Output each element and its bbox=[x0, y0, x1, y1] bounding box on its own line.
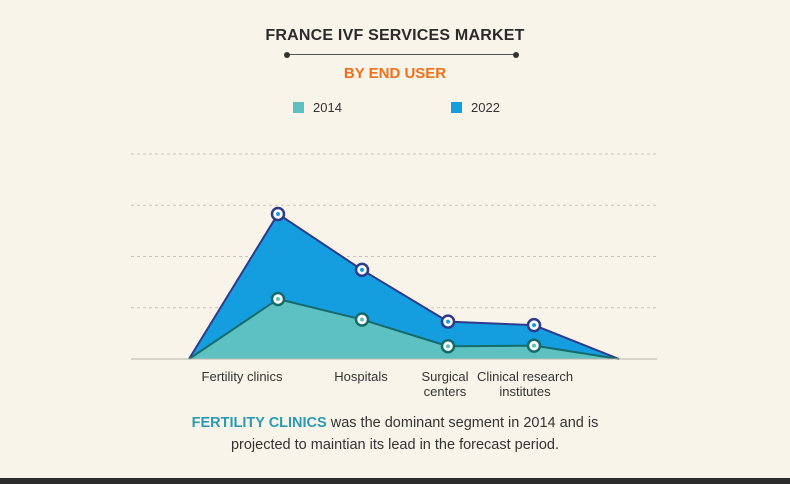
legend-label-2022: 2022 bbox=[471, 100, 500, 115]
point-dot-2022 bbox=[360, 267, 364, 272]
point-dot-2022 bbox=[276, 211, 280, 216]
point-dot-2014 bbox=[276, 297, 280, 302]
caption-line-1-text: was the dominant segment in 2014 and is bbox=[326, 415, 599, 431]
point-dot-2022 bbox=[446, 319, 450, 324]
caption-highlight: FERTILITY CLINICS bbox=[191, 415, 327, 431]
bottom-band bbox=[0, 478, 790, 484]
chart-title: FRANCE IVF SERVICES MARKET bbox=[265, 27, 525, 44]
legend-item-2022: 2022 bbox=[451, 100, 500, 115]
x-tick-label: Surgical centers bbox=[421, 369, 469, 399]
x-tick-label: Hospitals bbox=[334, 369, 388, 384]
legend-swatch-2014 bbox=[293, 102, 304, 113]
chart-subtitle: BY END USER bbox=[343, 65, 447, 82]
title-divider bbox=[284, 51, 519, 58]
x-tick-label: Clinical research institutes bbox=[476, 369, 574, 399]
point-dot-2022 bbox=[532, 323, 536, 328]
legend-swatch-2022 bbox=[451, 102, 462, 113]
point-dot-2014 bbox=[360, 317, 364, 322]
legend-item-2014: 2014 bbox=[293, 100, 342, 115]
caption-line-1: FERTILITY CLINICS was the dominant segme… bbox=[0, 412, 790, 434]
x-tick-label: Fertility clinics bbox=[201, 369, 283, 384]
area-2014 bbox=[189, 299, 619, 359]
point-dot-2014 bbox=[446, 344, 450, 349]
caption: FERTILITY CLINICS was the dominant segme… bbox=[0, 412, 790, 456]
point-dot-2014 bbox=[532, 343, 536, 348]
line-2014 bbox=[188, 297, 620, 360]
caption-line-2: projected to maintian its lead in the fo… bbox=[230, 437, 560, 453]
line-2022 bbox=[188, 212, 620, 360]
legend-label-2014: 2014 bbox=[313, 100, 342, 115]
